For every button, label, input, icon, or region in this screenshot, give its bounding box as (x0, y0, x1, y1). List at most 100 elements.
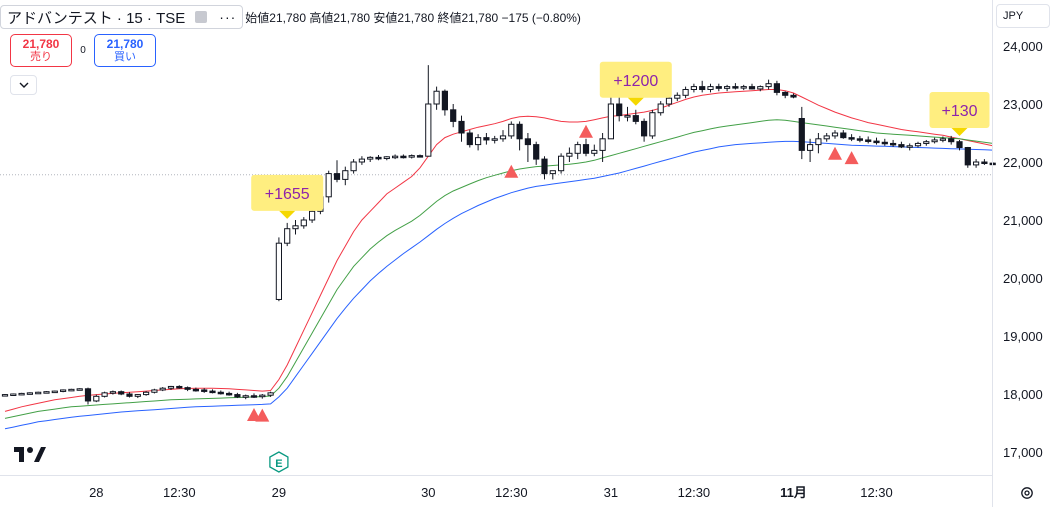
candle-body (765, 83, 772, 88)
candle-body (267, 392, 274, 396)
candle-body (773, 83, 780, 93)
tradingview-logo-icon[interactable] (14, 447, 46, 462)
candle-body (425, 103, 432, 157)
y-tick-label: 18,000 (1003, 387, 1043, 402)
ema-lines (4, 89, 993, 430)
candle-body (483, 137, 490, 141)
candle (491, 135, 498, 144)
candle (84, 387, 92, 405)
low-label: 安値 (373, 10, 398, 25)
earnings-event-icon[interactable]: E (269, 451, 289, 473)
candle (856, 135, 863, 143)
candle (408, 154, 415, 159)
candle-body (807, 144, 814, 151)
candle-body (823, 135, 830, 140)
candle (458, 115, 465, 142)
candle-body (475, 137, 482, 146)
y-tick-label: 24,000 (1003, 39, 1043, 54)
candle-body (782, 91, 789, 96)
candle-body (284, 228, 291, 244)
candle-body (209, 390, 216, 394)
candle (939, 136, 946, 143)
candle (217, 390, 224, 395)
candle (599, 133, 606, 162)
candle-body (657, 103, 664, 114)
candle (242, 394, 249, 400)
currency-label: JPY (1003, 10, 1024, 22)
more-options-icon[interactable]: ··· (219, 9, 237, 25)
candle (757, 85, 764, 92)
candle-body (641, 120, 648, 137)
candle (35, 391, 42, 395)
candle-body (242, 395, 249, 398)
candle (981, 159, 988, 165)
trade-buttons: 21,780 売り 0 21,780 買い (10, 34, 156, 67)
candle-body (400, 155, 407, 159)
candle (948, 135, 955, 145)
candle-body (408, 155, 415, 158)
candle-body (682, 89, 689, 96)
candle-body (358, 158, 365, 163)
candle-body (524, 138, 531, 146)
candle-body (234, 394, 241, 398)
candle (732, 83, 739, 90)
chevron-down-icon (19, 82, 28, 88)
candle-body (748, 86, 756, 90)
callout-pointer-icon (627, 97, 644, 106)
symbol-button[interactable]: アドバンテスト · 15 · TSE ··· (0, 5, 244, 29)
buy-button[interactable]: 21,780 買い (94, 34, 156, 67)
candle (533, 141, 540, 165)
x-tick-label: 12:30 (495, 485, 528, 500)
candle (973, 159, 980, 168)
candle-body (798, 118, 805, 151)
profit-callout: +1200 (599, 61, 672, 106)
candle-body (392, 155, 399, 159)
candle-body (939, 138, 946, 141)
currency-button[interactable]: JPY (996, 4, 1050, 28)
candle (392, 154, 399, 160)
chart-settings-button[interactable] (1016, 482, 1038, 504)
ema-line-2 (4, 140, 993, 430)
candle (914, 141, 922, 148)
candle (176, 385, 183, 389)
symbol-name: アドバンテスト · 15 · TSE (7, 9, 186, 27)
y-tick-label: 22,000 (1003, 155, 1043, 170)
profit-callout: +1655 (251, 174, 324, 219)
candle (890, 139, 897, 147)
candle (425, 65, 432, 157)
candle (300, 217, 307, 229)
candle (641, 118, 648, 142)
candle (483, 133, 490, 145)
signal-triangle-icon (828, 146, 842, 160)
candle-body (217, 391, 224, 395)
legend-bar: アドバンテスト · 15 · TSE ··· 始値21,780 高値21,780… (0, 4, 581, 30)
candle-body (981, 161, 988, 164)
candle (134, 394, 141, 399)
candle-body (964, 147, 971, 166)
candle-body (333, 173, 341, 180)
candle (433, 86, 440, 110)
candle-body (458, 120, 465, 134)
candle (358, 156, 365, 165)
candle (748, 83, 756, 90)
candle (632, 109, 639, 125)
candle-body (873, 140, 880, 144)
candle (43, 391, 50, 394)
candle-body (250, 395, 258, 398)
callout-text: +1200 (613, 73, 658, 90)
candle (607, 95, 614, 140)
candle-body (948, 138, 955, 143)
collapse-legend-button[interactable] (10, 75, 37, 95)
y-tick-label: 21,000 (1003, 213, 1043, 228)
candle (881, 138, 888, 146)
candle-body (383, 156, 390, 160)
sell-button[interactable]: 21,780 売り (10, 34, 72, 67)
candle (740, 84, 747, 91)
candle-body (93, 395, 100, 402)
candle-body (450, 109, 457, 122)
candle-body (226, 392, 233, 396)
candle-body (665, 97, 673, 105)
candle-body (856, 138, 863, 141)
visibility-icon[interactable] (195, 11, 208, 23)
